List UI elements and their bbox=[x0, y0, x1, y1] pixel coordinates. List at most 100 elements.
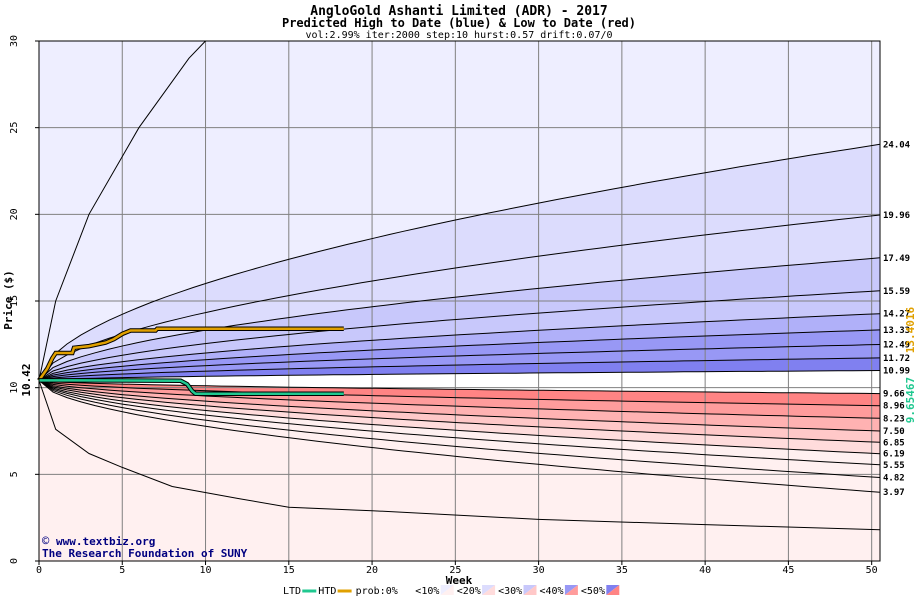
contour-line bbox=[38, 370, 881, 381]
chart-axes: 0 5 10 15 20 25 30 35 40 45 50 0 5 10 15 20 25 30 bbox=[9, 35, 881, 576]
contour-line bbox=[38, 257, 881, 381]
x-tick-label: 40 bbox=[699, 565, 711, 576]
band-upper bbox=[39, 313, 880, 381]
contour-label: 24.04 bbox=[883, 140, 911, 150]
band-lower-outer bbox=[39, 380, 880, 561]
contour-line bbox=[38, 379, 881, 466]
y-axis-label: Price ($) bbox=[2, 270, 15, 330]
band-upper bbox=[39, 329, 880, 381]
legend-red-swatch bbox=[399, 585, 413, 595]
contour-label: 7.50 bbox=[883, 427, 905, 437]
legend-label: <20% bbox=[457, 586, 481, 597]
contour-line bbox=[38, 329, 881, 381]
outer-lower-envelope bbox=[38, 380, 881, 531]
contour-label: 12.49 bbox=[883, 341, 910, 351]
y-tick-label: 25 bbox=[9, 122, 20, 134]
chart-subtitle: Predicted High to Date (blue) & Low to D… bbox=[282, 16, 636, 30]
contour-line bbox=[38, 379, 881, 432]
htd-end-label: 13.4016 bbox=[904, 306, 917, 353]
contour-line bbox=[38, 379, 881, 478]
x-tick-label: 25 bbox=[449, 565, 461, 576]
band-upper bbox=[39, 290, 880, 381]
contour-label: 11.72 bbox=[883, 354, 910, 364]
legend-red-swatch bbox=[482, 585, 496, 595]
legend-label: <10% bbox=[415, 586, 439, 597]
chart-title: AngloGold Ashanti Limited (ADR) - 2017 bbox=[310, 4, 607, 19]
contour-line bbox=[38, 344, 881, 381]
band-upper bbox=[39, 144, 880, 381]
contour-label: 6.19 bbox=[883, 450, 905, 460]
band-upper bbox=[39, 344, 880, 381]
contour-line bbox=[38, 313, 881, 381]
band-lower bbox=[39, 380, 880, 419]
x-tick-label: 20 bbox=[366, 565, 378, 576]
x-tick-label: 10 bbox=[200, 565, 212, 576]
contour-line bbox=[38, 214, 881, 381]
contour-label: 6.85 bbox=[883, 438, 905, 448]
htd-series-line bbox=[37, 327, 344, 382]
outer-envelope bbox=[38, 40, 881, 531]
ltd-series-line bbox=[39, 379, 344, 395]
credit-site[interactable]: www.textbiz.org bbox=[56, 535, 155, 548]
contour-label: 8.23 bbox=[883, 414, 905, 424]
contour-line bbox=[38, 379, 881, 407]
ltd-end-label: 9.65467 bbox=[904, 377, 917, 423]
contour-line bbox=[38, 379, 881, 443]
outer-upper-envelope bbox=[38, 40, 206, 381]
contour-label: 13.33 bbox=[883, 326, 910, 336]
series-lines bbox=[37, 326, 344, 396]
contour-label: 10.99 bbox=[883, 367, 910, 377]
x-tick-label: 0 bbox=[36, 565, 42, 576]
legend-label: <30% bbox=[498, 586, 522, 597]
legend-red-swatch bbox=[606, 585, 620, 595]
legend-label: <50% bbox=[581, 586, 605, 597]
y-tick-label: 20 bbox=[9, 208, 20, 220]
legend-label: <40% bbox=[540, 586, 564, 597]
contour-label: 19.96 bbox=[883, 211, 910, 221]
legend-label: LTD bbox=[283, 586, 301, 597]
contour-label: 17.49 bbox=[883, 254, 910, 264]
copyright-icon: © bbox=[42, 534, 50, 548]
x-tick-label: 5 bbox=[119, 565, 125, 576]
chart-legend: LTD HTD prob:0% <10% <20% <30% <40% <50% bbox=[283, 585, 620, 597]
y-tick-label: 30 bbox=[9, 35, 20, 47]
x-tick-label: 45 bbox=[782, 565, 794, 576]
contour-label: 9.66 bbox=[883, 390, 905, 400]
chart-params: vol:2.99% iter:2000 step:10 hurst:0.57 d… bbox=[305, 30, 612, 41]
contour-line bbox=[38, 290, 881, 381]
band-upper-outer bbox=[39, 41, 880, 381]
y-tick-label: 5 bbox=[9, 471, 20, 477]
band-upper bbox=[39, 357, 880, 381]
contour-label: 14.27 bbox=[883, 310, 910, 320]
contour-line bbox=[38, 380, 881, 493]
band-lower bbox=[39, 380, 880, 478]
band-lower bbox=[39, 380, 880, 431]
y-tick-label: 15 bbox=[9, 295, 20, 307]
start-price-label: 10.42 bbox=[20, 363, 33, 396]
contour-line bbox=[38, 379, 881, 395]
band-lower bbox=[39, 380, 880, 454]
band-lower bbox=[39, 380, 880, 493]
x-tick-label: 15 bbox=[283, 565, 295, 576]
x-axis-label: Week bbox=[446, 574, 473, 587]
credit-org: The Research Foundation of SUNY bbox=[42, 547, 248, 560]
legend-red-swatch bbox=[523, 585, 537, 595]
x-tick-label: 30 bbox=[533, 565, 545, 576]
contour-line bbox=[38, 379, 881, 455]
band-lower bbox=[39, 380, 880, 465]
contour-label: 5.55 bbox=[883, 461, 905, 471]
band-upper bbox=[39, 215, 880, 381]
contour-line bbox=[38, 357, 881, 381]
probability-contours bbox=[38, 143, 881, 493]
contour-label: 8.96 bbox=[883, 402, 905, 412]
chart-labels: 24.04 19.96 17.49 15.59 14.27 13.33 12.49 11.72… bbox=[883, 140, 917, 498]
legend-red-swatch bbox=[440, 585, 454, 595]
contour-label: 4.82 bbox=[883, 473, 905, 483]
contour-line bbox=[38, 379, 881, 419]
contour-label: 15.59 bbox=[883, 287, 910, 297]
contour-label: 3.97 bbox=[883, 488, 905, 498]
legend-label: HTD bbox=[318, 586, 336, 597]
legend-red-swatch bbox=[564, 585, 578, 595]
y-tick-label: 0 bbox=[9, 558, 20, 564]
